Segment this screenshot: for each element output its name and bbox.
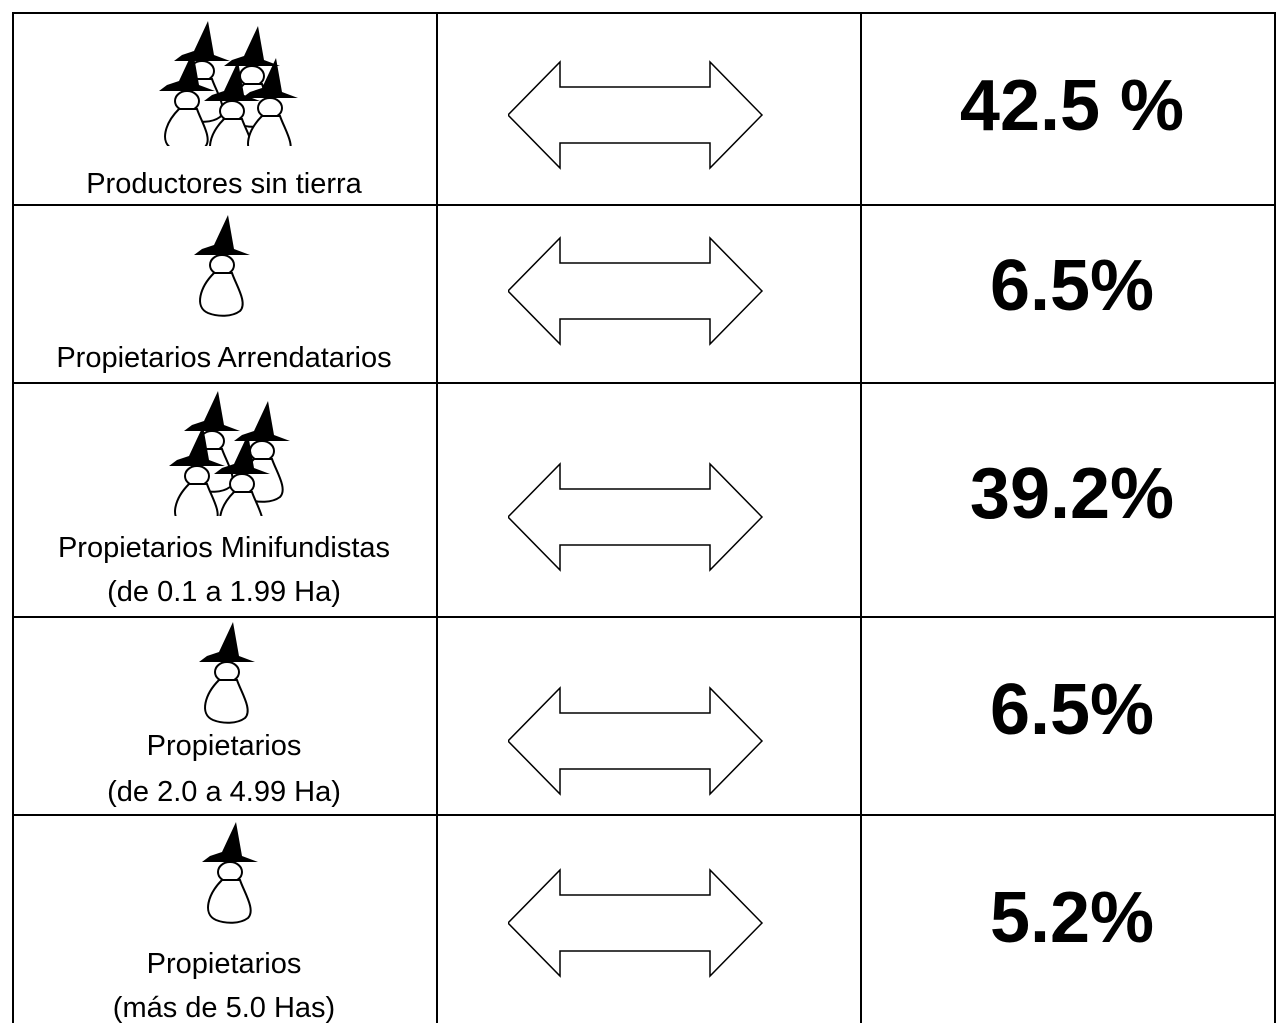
double-arrow-icon <box>508 869 763 977</box>
category-cell: Productores sin tierra <box>12 14 436 206</box>
table-border-left <box>12 12 14 1023</box>
category-cell: Propietarios Minifundistas (de 0.1 a 1.9… <box>12 384 436 618</box>
table-row: Propietarios Arrendatarios 6.5% <box>12 204 1276 384</box>
category-label: Propietarios Minifundistas <box>57 532 391 564</box>
farmer-group-icon <box>168 390 291 516</box>
percent-value: 6.5% <box>989 246 1155 326</box>
category-cell: Propietarios (de 2.0 a 4.99 Ha) <box>12 618 436 816</box>
table-row: Productores sin tierra 42.5 % <box>12 12 1276 206</box>
table-border-right <box>1274 12 1276 1023</box>
table-row: Propietarios Minifundistas (de 0.1 a 1.9… <box>12 382 1276 618</box>
percent-cell: 6.5% <box>862 206 1276 384</box>
category-cell: Propietarios (más de 5.0 Has) <box>12 816 436 1024</box>
double-arrow-icon <box>508 61 763 169</box>
arrow-cell <box>438 618 860 816</box>
percent-cell: 5.2% <box>862 816 1276 1023</box>
percent-cell: 42.5 % <box>862 14 1276 206</box>
category-label: Productores sin tierra <box>86 168 362 200</box>
percent-value: 6.5% <box>989 670 1155 750</box>
category-sublabel: (de 0.1 a 1.99 Ha) <box>107 576 341 608</box>
column-divider <box>860 12 862 1023</box>
category-label: Propietarios Arrendatarios <box>56 342 392 374</box>
double-arrow-icon <box>508 687 763 795</box>
arrow-cell <box>438 384 860 618</box>
farmer-icon <box>201 821 259 924</box>
category-label: Propietarios <box>146 948 302 980</box>
category-label: Propietarios <box>146 730 302 762</box>
category-sublabel: (más de 5.0 Has) <box>112 992 336 1024</box>
percent-value: 42.5 % <box>959 66 1185 146</box>
double-arrow-icon <box>508 237 763 345</box>
percent-cell: 39.2% <box>862 384 1276 618</box>
percent-value: 39.2% <box>969 454 1175 534</box>
farmer-icon <box>193 214 251 317</box>
arrow-cell <box>438 206 860 384</box>
farmer-group-icon <box>158 20 299 146</box>
table-row: Propietarios (de 2.0 a 4.99 Ha) 6.5% <box>12 616 1276 816</box>
double-arrow-icon <box>508 463 763 571</box>
arrow-cell <box>438 816 860 1023</box>
category-cell: Propietarios Arrendatarios <box>12 206 436 384</box>
percent-value: 5.2% <box>989 878 1155 958</box>
arrow-cell <box>438 14 860 206</box>
farmer-icon <box>198 621 256 724</box>
category-sublabel: (de 2.0 a 4.99 Ha) <box>107 776 341 808</box>
column-divider <box>436 12 438 1023</box>
table-row: Propietarios (más de 5.0 Has) 5.2% <box>12 814 1276 1024</box>
percent-cell: 6.5% <box>862 618 1276 816</box>
